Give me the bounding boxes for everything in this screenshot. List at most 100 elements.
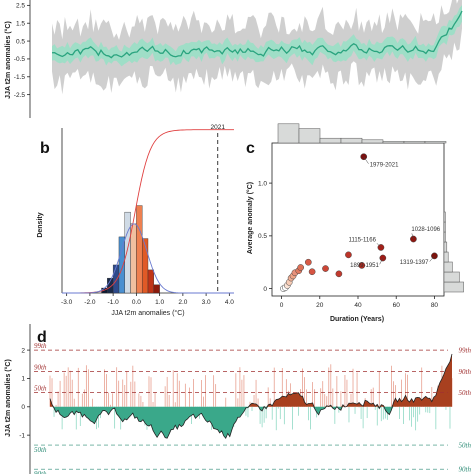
panel-c-marginal-histograms	[277, 123, 464, 293]
panel-b-bar	[118, 236, 125, 294]
panel-c-right-marginal-bar	[443, 211, 446, 223]
panel-d-lower-percentile-label-left: 90th	[34, 470, 47, 474]
panel-c-right-marginal-bar	[443, 251, 449, 263]
panel-d-y-label: JJA t2m anomalies (°C)	[4, 359, 12, 437]
panel-c-annotation-label: 1899-1951	[350, 263, 379, 269]
panel-c-annotation-label: 1979-2021	[370, 163, 399, 169]
panel-b-x-tick-label: -3.0	[61, 299, 73, 306]
panel-c-point	[304, 258, 312, 266]
panel-d-upper-percentile-label-right: 99th	[459, 347, 472, 355]
panel-a-y-tick-label: -0.5	[14, 56, 26, 63]
panel-a-mean-line	[51, 10, 463, 59]
panel-b-x-tick-label: -2.0	[84, 299, 96, 306]
panel-d-y-tick-label: -1	[19, 432, 25, 439]
panel-c-right-marginal-bar	[443, 271, 460, 283]
panel-c-point	[335, 270, 343, 278]
panel-c-annotation-label: 1028-1096	[411, 227, 440, 233]
panel-b-x-tick-label: 3.0	[202, 299, 211, 306]
panel-c-point	[322, 265, 329, 272]
panel-c-top-marginal-bar	[298, 128, 321, 144]
panel-d-label: d	[37, 329, 47, 346]
panel-b-x-tick-label: 0.0	[132, 299, 141, 306]
panel-d-upper-percentile-label-left: 90th	[34, 363, 47, 371]
panel-a-y-tick-label: 0.5	[16, 38, 25, 45]
panel-d-y-tick-label: 1	[21, 376, 25, 383]
panel-d-percentile-lines: 99th 99th 90th 90th 50th 50th 50th 50th 90th 90th	[34, 342, 471, 474]
panel-d-upper-percentile-label-right: 90th	[459, 368, 472, 376]
panel-c-right-marginal-bar	[443, 231, 446, 243]
panel-d-lower-percentile-label-right: 90th	[459, 466, 472, 474]
panel-c-right-marginal-bar	[443, 281, 464, 293]
panel-d-cold-area	[50, 406, 452, 439]
panel-b-x-tick-label: 1.0	[155, 299, 164, 306]
panel-d-upper-percentile-label-right: 50th	[459, 389, 472, 397]
panel-b-x-label: JJA t2m anomalies (°C)	[111, 309, 184, 317]
panel-b-x-tick-label: -1.0	[108, 299, 120, 306]
panel-c-top-marginal-bar	[361, 139, 384, 144]
panel-b-x-tick-label: 2.0	[178, 299, 187, 306]
panel-b-curves	[61, 129, 235, 294]
panel-c-right-marginal-bar	[443, 261, 453, 273]
panel-d-smoothed-line	[49, 353, 453, 440]
panel-c-point	[360, 153, 368, 161]
panel-c-top-marginal-bar	[319, 137, 342, 144]
panel-c-annotation-leader	[363, 156, 369, 164]
panel-c-ticks: 0 20 40 60 80 0 0.5 1.0	[258, 180, 438, 309]
panel-c-y-tick-label: 0.5	[258, 233, 267, 240]
panel-c-x-label: Duration (Years)	[330, 316, 384, 323]
panel-c-point	[308, 268, 316, 276]
panel-b-bar	[153, 284, 160, 294]
panel-c-label: c	[246, 140, 255, 157]
panel-a-y-ticks: -2.5 -1.5 -0.5 0.5 1.5 2.5	[14, 3, 30, 99]
panel-c-top-marginal-bar	[382, 141, 405, 144]
panel-b-bar	[147, 269, 155, 294]
panel-d-area	[49, 353, 453, 440]
panel-b-x-tick-label: 4.0	[225, 299, 234, 306]
panel-b-y-label: Density	[37, 212, 44, 237]
panel-b-bar	[112, 264, 120, 294]
panel-b-bar	[141, 238, 149, 294]
panel-a-y-tick-label: 2.5	[16, 3, 25, 10]
panel-a-series-line	[51, 10, 463, 59]
panel-c-y-tick-label: 0	[263, 286, 267, 293]
panel-b-bar	[124, 211, 131, 294]
panel-c-top-marginal-bar	[277, 123, 300, 144]
panel-d-y-tick-label: 2	[21, 347, 25, 354]
panel-c-point	[297, 264, 305, 271]
panel-c-annotations: 1979-2021 1115-1166 1028-1096 1899-1951 1319…	[349, 156, 441, 269]
panel-c-x-tick-label: 40	[354, 302, 362, 309]
panel-c-x-tick-label: 80	[431, 302, 439, 309]
panel-c-y-tick-label: 1.0	[258, 180, 267, 187]
panel-d-lower-percentile-label-right: 50th	[459, 442, 472, 450]
panel-c-top-marginal-bar	[340, 137, 363, 144]
panel-a-y-tick-label: -2.5	[14, 92, 26, 99]
panel-c-top-marginal-bar	[424, 141, 447, 144]
panel-c-annotation-leader	[379, 257, 384, 265]
panel-a-grey-band	[52, 0, 462, 95]
panel-c-x-tick-label: 20	[316, 302, 324, 309]
panel-b-label: b	[40, 140, 50, 157]
panel-b-histogram	[101, 205, 160, 294]
panel-a: -2.5 -1.5 -0.5 0.5 1.5 2.5 JJA t2m anomalies …	[4, 0, 463, 118]
panel-c-x-tick-label: 60	[393, 302, 401, 309]
panel-b: b -3.0 -2.0 -1.0 0.0 1.0 2.0 3.0 4.0 Density JJ…	[37, 124, 234, 317]
panel-b-bar	[136, 205, 143, 294]
panel-d-spikes	[49, 364, 453, 431]
panel-c-x-tick-label: 0	[280, 302, 284, 309]
panel-d-upper-percentile-label-left: 50th	[34, 385, 47, 393]
panel-c-right-marginal-bar	[443, 221, 446, 233]
panel-d-upper-percentile-label-left: 99th	[34, 342, 47, 350]
panel-a-y-label: JJA t2m anomalies (°C)	[4, 21, 12, 99]
panel-c-y-label: Average anomaly (°C)	[246, 182, 254, 254]
panel-c-annotation-leader	[411, 233, 414, 240]
panel-c-annotation-label: 1319-1397	[400, 260, 429, 266]
panel-c-point	[358, 262, 366, 269]
panel-c-points	[280, 153, 438, 292]
panel-c-right-marginal-bar	[443, 241, 448, 253]
panel-c-point	[345, 251, 352, 259]
panel-c-annotation-leader	[429, 255, 435, 262]
panel-b-ticks: -3.0 -2.0 -1.0 0.0 1.0 2.0 3.0 4.0	[61, 293, 234, 306]
